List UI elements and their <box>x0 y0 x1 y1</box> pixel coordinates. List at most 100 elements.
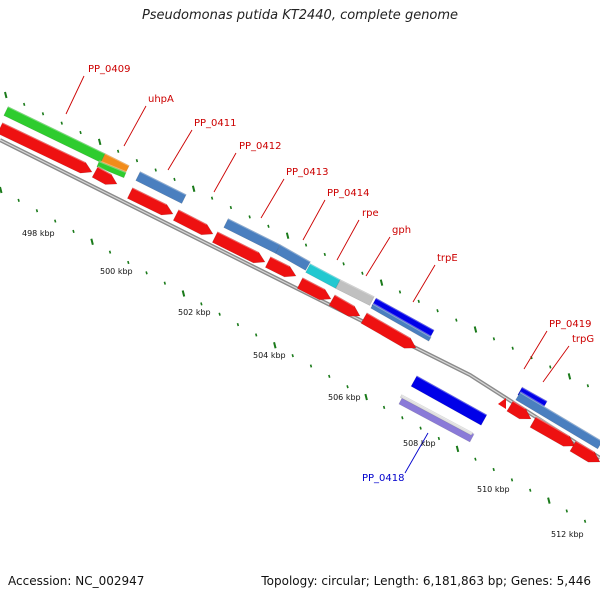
tick-mark <box>163 281 167 285</box>
gene-PP_0413-body <box>275 244 311 271</box>
gene-trpE-strip-shine <box>372 302 432 338</box>
gene-PP_0413-shine <box>279 243 311 263</box>
tick-mark <box>108 250 112 254</box>
gene-PP_0418-strip-body <box>399 394 474 436</box>
leader-trpE <box>412 264 436 303</box>
cds-arrow-7 <box>328 293 361 317</box>
tick-mark <box>35 209 39 213</box>
cds-arrow-0 <box>0 121 93 174</box>
gene-PP_0418-strip-shine <box>401 393 474 434</box>
tick-mark <box>583 519 587 523</box>
cds-arrow-0-shine <box>2 121 86 164</box>
map-title: Pseudomonas putida KT2440, complete geno… <box>141 8 459 23</box>
cds-arrow-6 <box>296 276 332 301</box>
tick-mark <box>309 364 313 368</box>
cds-arrow-10 <box>529 415 576 447</box>
tick-mark <box>291 354 294 358</box>
tick-mark <box>267 224 270 228</box>
cds-arrow-11-shine <box>575 439 595 453</box>
gene-PP_0418 <box>410 374 488 426</box>
leader-uhpA <box>123 105 147 147</box>
gene-label-trpE: trpE <box>437 253 458 264</box>
scale-labels: 498 kbp 500 kbp 502 kbp 504 kbp 506 kbp 508 k… <box>22 229 584 539</box>
cds-arrow-4-shine <box>217 230 260 254</box>
tick-mark <box>511 346 514 350</box>
gene-PP_0411-shine <box>139 170 187 196</box>
gene-label-PP_0414: PP_0414 <box>327 188 370 199</box>
tick-mark <box>436 309 439 313</box>
scale-label: 504 kbp <box>253 351 286 360</box>
tick-mark <box>379 279 384 286</box>
gene-label-PP_0412: PP_0412 <box>239 141 282 152</box>
tick-mark <box>382 405 386 410</box>
gene-labels: PP_0409 uhpA PP_0411 PP_0412 PP_0413 PP_0414r… <box>88 64 594 484</box>
gene-label-rpe: rpe <box>362 208 379 219</box>
tick-mark <box>79 130 82 135</box>
tick-mark <box>72 229 75 234</box>
cds-arrow-6-shine <box>302 276 326 290</box>
cds-arrow-7-shine <box>334 293 355 307</box>
tick-mark <box>474 457 477 461</box>
tick-mark <box>586 384 590 388</box>
scale-label: 502 kbp <box>178 308 211 317</box>
tick-mark <box>181 290 186 297</box>
gene-PP_0412-shine <box>227 217 281 246</box>
tick-mark <box>364 393 368 401</box>
gene-PP_0418-strip <box>399 393 474 436</box>
cds-arrow-5-body <box>264 256 297 278</box>
tick-mark <box>0 186 3 194</box>
scale-label: 512 kbp <box>551 530 584 539</box>
gene-trpE-strip-body <box>370 303 432 342</box>
leader-PP_0414 <box>302 199 326 241</box>
tick-mark <box>41 112 45 116</box>
gene-gph-body <box>335 279 375 306</box>
tick-mark <box>529 488 532 492</box>
cds-arrow-7-body <box>328 294 361 317</box>
tick-mark <box>154 168 157 172</box>
scale-ticks <box>0 91 590 523</box>
tick-mark <box>273 342 277 349</box>
tick-mark <box>437 436 441 441</box>
cds-arrow-3-body <box>172 209 214 236</box>
gene-label-PP_0418: PP_0418 <box>362 473 405 484</box>
tick-mark <box>492 337 496 341</box>
gene-rpe <box>305 262 341 289</box>
cds-arrow-8-shine <box>366 311 411 339</box>
label-leaders <box>65 75 570 474</box>
tick-mark <box>455 318 458 322</box>
cds-arrow-0-body <box>0 122 93 174</box>
tick-mark <box>23 102 26 106</box>
tick-mark <box>285 232 290 239</box>
tick-mark <box>455 445 460 453</box>
gene-PP_0411 <box>135 170 187 204</box>
tick-mark <box>304 243 308 247</box>
tick-mark <box>145 271 148 275</box>
cds-arrow-9 <box>506 400 532 420</box>
leader-PP_0419 <box>523 330 548 370</box>
cds-arrow-1 <box>91 165 118 185</box>
tick-mark <box>135 159 139 163</box>
leader-PP_0409 <box>65 75 85 115</box>
tick-mark <box>346 385 349 389</box>
cds-arrow-11 <box>569 439 600 463</box>
tick-mark <box>473 326 478 333</box>
tick-mark <box>547 497 551 504</box>
cds-arrow-5 <box>264 255 297 278</box>
scale-label: 498 kbp <box>22 229 55 238</box>
leader-PP_0418 <box>404 432 429 474</box>
cds-arrow-2-body <box>126 187 174 216</box>
gene-uhpA-shine <box>104 152 130 167</box>
tick-mark <box>419 426 422 430</box>
gene-PP_0419-shine <box>521 386 548 402</box>
tick-mark <box>549 365 552 369</box>
cds-arrow-6-body <box>296 277 332 301</box>
gene-PP_0413 <box>275 243 311 271</box>
scale-label: 506 kbp <box>328 393 361 402</box>
cds-arrow-10-shine <box>535 415 570 437</box>
cds-arrow-5-shine <box>270 255 291 268</box>
tick-mark <box>4 91 8 99</box>
leader-PP_0412 <box>213 152 237 193</box>
gene-trpG <box>515 391 600 450</box>
gene-uhpA-green-shine <box>98 160 127 174</box>
gene-rpe-body <box>305 263 341 289</box>
